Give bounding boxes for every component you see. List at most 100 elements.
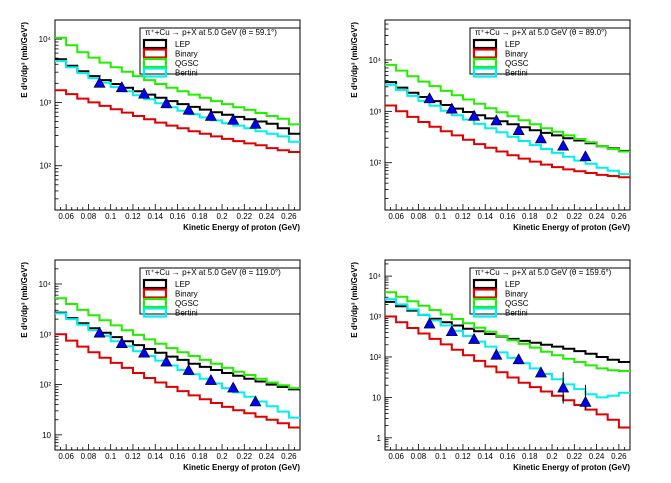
x-tick-label: 0.08 xyxy=(411,452,427,461)
x-tick-label: 0.18 xyxy=(522,452,538,461)
y-axis-label: E d³σ/dp³ (mb/GeV²) xyxy=(20,22,29,98)
legend-swatch-lep xyxy=(472,278,498,290)
legend-label-lep: LEP xyxy=(175,280,190,289)
legend-label-lep: LEP xyxy=(175,40,190,49)
x-tick-label: 0.14 xyxy=(477,212,493,221)
x-axis-label: Kinetic Energy of proton (GeV) xyxy=(183,223,300,232)
data-point xyxy=(182,363,195,375)
legend-label-bertini: Bertini xyxy=(175,69,198,78)
chart-title: π⁺+Cu → p+X at 5.0 GeV (θ = 119.0°) xyxy=(145,268,281,277)
x-tick-label: 0.26 xyxy=(281,452,297,461)
x-tick-label: 0.24 xyxy=(589,452,605,461)
y-tick-label: 10² xyxy=(369,159,381,168)
x-tick-label: 0.1 xyxy=(105,452,117,461)
chart-panel-1: 0.06 0.08 0.1 0.12 0.14 0.16 0.18 0.2 0.22 0.24 0.… xyxy=(20,19,301,232)
series-line-qgsc xyxy=(55,36,300,126)
x-tick-label: 0.06 xyxy=(58,452,74,461)
data-point xyxy=(423,317,436,329)
x-tick-label: 0.12 xyxy=(455,452,471,461)
x-tick-label: 0.1 xyxy=(435,452,447,461)
y-tick-label: 1 xyxy=(377,434,382,443)
x-tick-label: 0.2 xyxy=(216,212,228,221)
series-line-qgsc xyxy=(385,291,630,372)
data-point xyxy=(115,81,128,93)
series-line-binary xyxy=(55,333,300,429)
legend-swatch-lep xyxy=(142,278,168,290)
legend-label-qgsc: QGSC xyxy=(505,59,529,68)
data-point xyxy=(138,346,151,358)
data-point xyxy=(534,366,547,378)
legend-label-qgsc: QGSC xyxy=(175,299,199,308)
legend-label-binary: Binary xyxy=(175,290,198,299)
y-tick-label: 10³ xyxy=(369,107,381,116)
data-point xyxy=(115,337,128,348)
data-point xyxy=(160,97,173,109)
x-tick-label: 0.18 xyxy=(192,452,208,461)
x-tick-label: 0.26 xyxy=(611,212,627,221)
data-point xyxy=(579,395,592,407)
data-point xyxy=(204,373,217,385)
data-point xyxy=(512,124,525,135)
y-axis-label: E d³σ/dp³ (mb/GeV²) xyxy=(350,22,359,98)
series-line-binary xyxy=(385,104,630,179)
data-point xyxy=(468,332,481,344)
x-tick-label: 0.22 xyxy=(237,452,253,461)
chart-title: π⁺+Cu → p+X at 5.0 GeV (θ = 89.0°) xyxy=(475,28,607,37)
x-tick-label: 0.06 xyxy=(388,212,404,221)
x-tick-label: 0.18 xyxy=(522,212,538,221)
x-tick-label: 0.26 xyxy=(281,212,297,221)
chart-panel-3: 0.06 0.08 0.1 0.12 0.14 0.16 0.18 0.2 0.22 0.24 0.… xyxy=(20,259,301,472)
legend-swatch-lep xyxy=(142,38,168,50)
x-axis-label: Kinetic Energy of proton (GeV) xyxy=(183,463,300,472)
y-axis-label: E d³σ/dp³ (mb/GeV²) xyxy=(350,262,359,338)
data-point xyxy=(204,109,217,121)
y-tick-label: 10³ xyxy=(39,330,51,339)
x-tick-label: 0.08 xyxy=(411,212,427,221)
data-point xyxy=(227,113,240,125)
data-point xyxy=(160,355,173,367)
legend-swatch-qgsc xyxy=(472,297,498,309)
data-point xyxy=(490,348,503,360)
data-point xyxy=(93,76,106,88)
data-point xyxy=(138,87,151,99)
legend-label-bertini: Bertini xyxy=(505,309,528,318)
x-tick-label: 0.1 xyxy=(105,212,117,221)
x-tick-label: 0.06 xyxy=(58,212,74,221)
y-axis-label: E d³σ/dp³ (mb/GeV²) xyxy=(20,262,29,338)
data-point xyxy=(557,139,570,151)
legend-label-binary: Binary xyxy=(175,50,198,59)
y-tick-label: 10⁴ xyxy=(369,272,382,281)
legend-label-bertini: Bertini xyxy=(505,69,528,78)
x-tick-label: 0.14 xyxy=(477,452,493,461)
legend-swatch-lep xyxy=(472,38,498,50)
data-point xyxy=(445,325,458,337)
legend-label-qgsc: QGSC xyxy=(505,299,529,308)
x-tick-label: 0.12 xyxy=(125,212,141,221)
x-tick-label: 0.08 xyxy=(81,212,97,221)
legend-swatch-qgsc xyxy=(142,297,168,309)
x-tick-label: 0.08 xyxy=(81,452,97,461)
data-point xyxy=(490,114,503,126)
y-tick-label: 10⁴ xyxy=(39,280,52,289)
legend-swatch-bertini xyxy=(142,307,168,318)
series-line-qgsc xyxy=(385,63,630,153)
chart-panel-2: 0.06 0.08 0.1 0.12 0.14 0.16 0.18 0.2 0.22 0.24 0.… xyxy=(350,19,631,232)
x-tick-label: 0.2 xyxy=(546,212,558,221)
legend-label-lep: LEP xyxy=(505,40,520,49)
x-tick-label: 0.06 xyxy=(388,452,404,461)
legend-swatch-bertini xyxy=(142,67,168,78)
x-tick-label: 0.14 xyxy=(147,212,163,221)
data-point xyxy=(249,395,262,407)
x-axis-label: Kinetic Energy of proton (GeV) xyxy=(513,463,630,472)
y-tick-label: 10⁴ xyxy=(369,56,382,65)
legend-swatch-binary xyxy=(142,48,168,59)
data-point xyxy=(423,92,436,104)
legend-swatch-binary xyxy=(472,288,498,299)
x-tick-label: 0.16 xyxy=(500,212,516,221)
x-tick-label: 0.14 xyxy=(147,452,163,461)
data-point xyxy=(93,326,106,338)
y-tick-label: 10⁴ xyxy=(39,35,52,44)
x-tick-label: 0.18 xyxy=(192,212,208,221)
x-tick-label: 0.12 xyxy=(125,452,141,461)
data-point xyxy=(534,132,547,144)
